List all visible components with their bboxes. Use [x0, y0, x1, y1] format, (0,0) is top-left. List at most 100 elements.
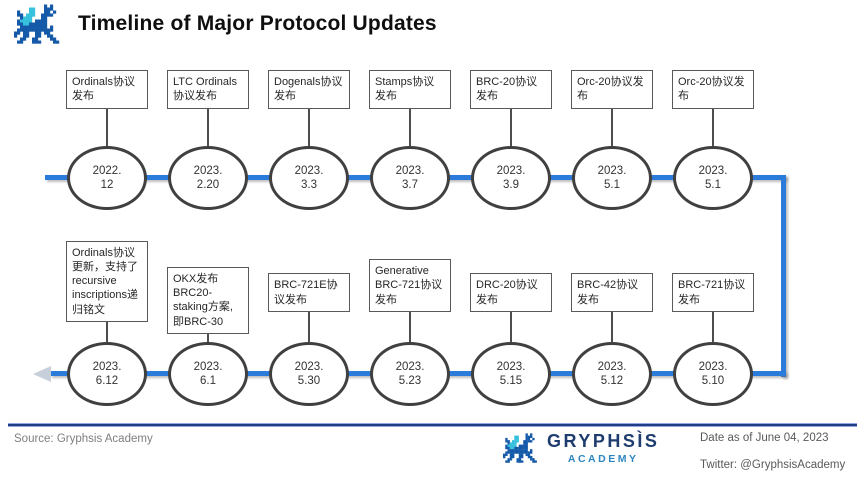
date-node: 2023. 6.12 — [67, 342, 147, 406]
timeline-node: Orc-20协议发布 2023. 5.1 — [663, 70, 763, 210]
date-node: 2023. 3.9 — [471, 146, 551, 210]
event-label: Stamps协议发布 — [369, 70, 451, 109]
node-stem — [611, 312, 613, 342]
logo-subtitle: ACADEMY — [567, 452, 639, 465]
date-year: 2023. — [597, 360, 627, 373]
timeline-node: BRC-721协议发布 2023. 5.10 — [663, 225, 763, 406]
event-label: BRC-721E协议发布 — [268, 273, 350, 312]
timeline-node: Generative BRC-721协议发布 2023. 5.23 — [360, 225, 460, 406]
source-text: Source: Gryphsis Academy — [14, 433, 153, 445]
event-label: Orc-20协议发布 — [571, 70, 653, 109]
date-monthday: 3.3 — [301, 179, 317, 191]
date-monthday: 5.23 — [398, 375, 422, 387]
page-title: Timeline of Major Protocol Updates — [78, 12, 437, 35]
timeline-node: LTC Ordinals协议发布 2023. 2.20 — [158, 70, 258, 210]
timeline-line-right-turn — [781, 175, 786, 377]
date-node: 2023. 5.10 — [673, 342, 753, 406]
timeline-node: BRC-721E协议发布 2023. 5.30 — [259, 225, 359, 406]
date-monthday: 5.12 — [600, 375, 624, 387]
date-monthday: 5.1 — [604, 179, 620, 191]
date-node: 2023. 5.23 — [370, 342, 450, 406]
timeline-node: Ordinals协议更新，支持了recursive inscriptions递归… — [57, 225, 157, 406]
date-monthday: 2.20 — [196, 179, 220, 191]
date-monthday: 5.15 — [499, 375, 523, 387]
date-node: 2023. 5.12 — [572, 342, 652, 406]
node-stem — [510, 312, 512, 342]
date-monthday: 12 — [100, 179, 114, 191]
timeline-node: DRC-20协议发布 2023. 5.15 — [461, 225, 561, 406]
date-node: 2023. 3.7 — [370, 146, 450, 210]
date-year: 2023. — [395, 164, 425, 177]
date-year: 2023. — [395, 360, 425, 373]
node-stem — [207, 108, 209, 146]
date-year: 2023. — [496, 360, 526, 373]
node-stem — [106, 108, 108, 146]
date-monthday: 6.1 — [200, 375, 216, 387]
timeline-bottom-row: Ordinals协议更新，支持了recursive inscriptions递归… — [0, 225, 865, 406]
date-year: 2023. — [92, 360, 122, 373]
timeline-node: Dogenals协议发布 2023. 3.3 — [259, 70, 359, 210]
timeline-node: Orc-20协议发布 2023. 5.1 — [562, 70, 662, 210]
event-label: Generative BRC-721协议发布 — [369, 259, 451, 312]
timeline-node: Stamps协议发布 2023. 3.7 — [360, 70, 460, 210]
twitter-handle: Twitter: @GryphsisAcademy — [700, 458, 846, 471]
date-year: 2023. — [294, 360, 324, 373]
timeline-node: OKX发布BRC20-staking方案,即BRC-30 2023. 6.1 — [158, 225, 258, 406]
event-label: BRC-42协议发布 — [571, 273, 653, 312]
node-stem — [409, 108, 411, 146]
dragon-logo-icon — [14, 4, 60, 44]
date-monthday: 5.30 — [297, 375, 321, 387]
event-label: BRC-20协议发布 — [470, 70, 552, 109]
node-stem — [308, 312, 310, 342]
node-stem — [712, 312, 714, 342]
timeline-node: BRC-20协议发布 2023. 3.9 — [461, 70, 561, 210]
timeline-node: Ordinals协议发布 2022. 12 — [57, 70, 157, 210]
date-node: 2023. 6.1 — [168, 342, 248, 406]
date-year: 2023. — [698, 360, 728, 373]
node-stem — [308, 108, 310, 146]
date-node: 2023. 2.20 — [168, 146, 248, 210]
slide-header: Timeline of Major Protocol Updates — [14, 4, 437, 44]
timeline-node: BRC-42协议发布 2023. 5.12 — [562, 225, 662, 406]
date-monthday: 5.10 — [701, 375, 725, 387]
date-year: 2023. — [193, 164, 223, 177]
event-label: BRC-721协议发布 — [672, 273, 754, 312]
node-stem — [510, 108, 512, 146]
date-year: 2023. — [193, 360, 223, 373]
footer-logo-text: GRYPHSÌS ACADEMY — [547, 431, 660, 465]
event-label: DRC-20协议发布 — [470, 273, 552, 312]
event-label: Orc-20协议发布 — [672, 70, 754, 109]
date-node: 2023. 5.15 — [471, 342, 551, 406]
dragon-logo-icon — [503, 433, 537, 464]
event-label: OKX发布BRC20-staking方案,即BRC-30 — [167, 266, 249, 334]
event-label: Dogenals协议发布 — [268, 70, 350, 109]
timeline-top-row: Ordinals协议发布 2022. 12 LTC Ordinals协议发布 2… — [0, 70, 865, 210]
date-node: 2023. 5.1 — [673, 146, 753, 210]
event-label: LTC Ordinals协议发布 — [167, 70, 249, 109]
date-node: 2023. 5.30 — [269, 342, 349, 406]
timeline-arrowhead-icon — [33, 366, 51, 382]
logo-wordmark: GRYPHSÌS — [547, 431, 660, 451]
node-stem — [207, 334, 209, 342]
node-stem — [712, 108, 714, 146]
date-year: 2023. — [597, 164, 627, 177]
event-label: Ordinals协议发布 — [66, 70, 148, 109]
event-label: Ordinals协议更新，支持了recursive inscriptions递归… — [66, 240, 148, 322]
date-monthday: 5.1 — [705, 179, 721, 191]
date-node: 2023. 3.3 — [269, 146, 349, 210]
date-node: 2022. 12 — [67, 146, 147, 210]
date-monthday: 3.7 — [402, 179, 418, 191]
footer-meta: Date as of June 04, 2023 Twitter: @Gryph… — [700, 432, 845, 473]
date-year: 2023. — [698, 164, 728, 177]
date-year: 2023. — [496, 164, 526, 177]
footer-logo: GRYPHSÌS ACADEMY — [503, 431, 660, 465]
date-node: 2023. 5.1 — [572, 146, 652, 210]
node-stem — [611, 108, 613, 146]
date-year: 2023. — [294, 164, 324, 177]
node-stem — [106, 322, 108, 342]
date-note: Date as of June 04, 2023 — [700, 432, 829, 444]
date-monthday: 3.9 — [503, 179, 519, 191]
date-year: 2022. — [92, 164, 122, 177]
node-stem — [409, 312, 411, 342]
